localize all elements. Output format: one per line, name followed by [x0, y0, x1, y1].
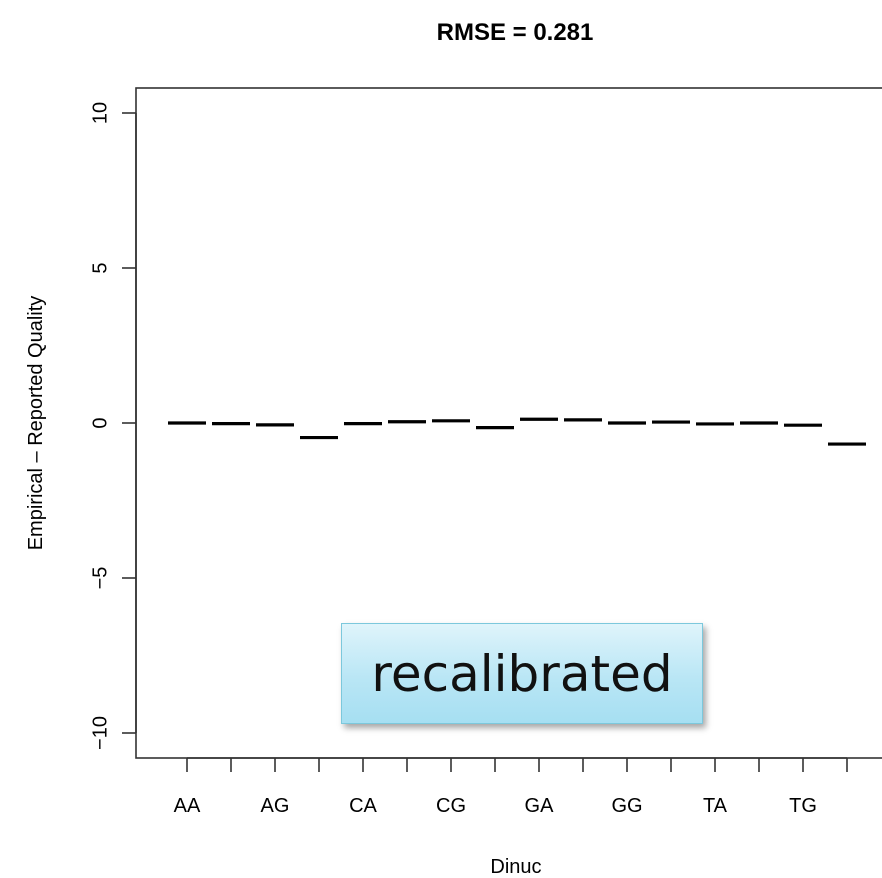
x-tick-label: CG: [436, 795, 466, 817]
x-tick-label: GG: [611, 795, 642, 817]
annotation-text: recalibrated: [371, 644, 673, 703]
y-tick-label: 5: [89, 262, 111, 273]
x-axis-label: Dinuc: [490, 856, 541, 878]
recalibrated-annotation: recalibrated: [341, 623, 703, 724]
x-tick-label: TG: [789, 795, 817, 817]
y-axis: 10 5 0 −5 −10: [89, 102, 137, 750]
data-marks: [168, 417, 866, 446]
y-tick-label: −5: [89, 567, 111, 590]
x-tick-label: AA: [174, 795, 201, 817]
x-tick-label: AG: [261, 795, 290, 817]
x-tick-label: TA: [703, 795, 728, 817]
x-axis: AA AG CA CG GA GG TA TG: [174, 757, 848, 817]
x-tick-label: GA: [525, 795, 555, 817]
chart-title: RMSE = 0.281: [437, 19, 594, 46]
y-tick-label: 0: [89, 417, 111, 428]
y-tick-label: 10: [89, 102, 111, 124]
x-tick-label: CA: [349, 795, 377, 817]
y-tick-label: −10: [89, 716, 111, 750]
y-axis-label: Empirical – Reported Quality: [25, 296, 47, 551]
